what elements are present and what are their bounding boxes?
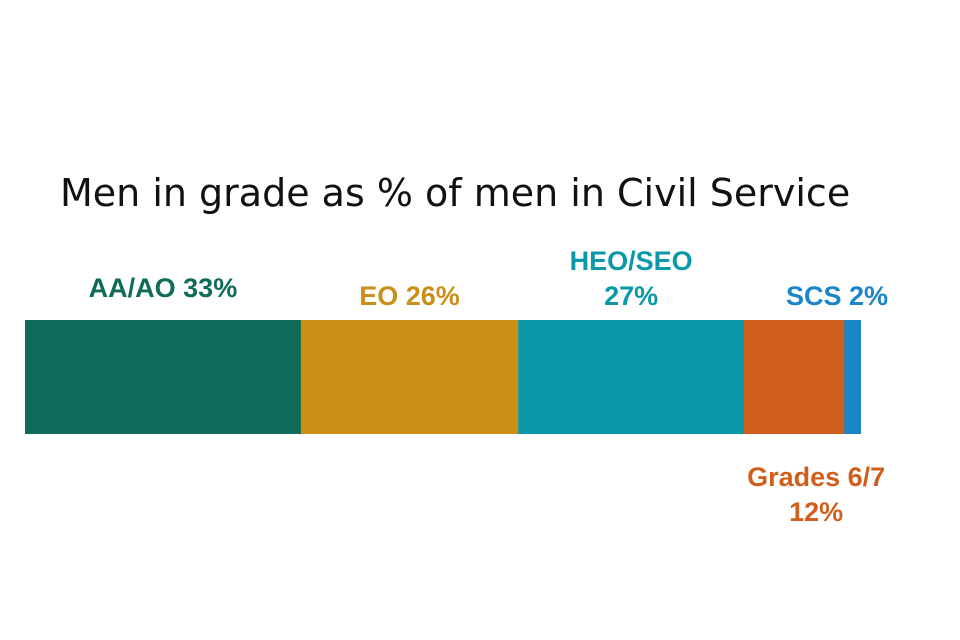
data-label-heo-seo-line-2: 27% bbox=[604, 281, 658, 311]
bar-segment-heo-seo bbox=[518, 320, 745, 434]
label-group: AA/AO 33% EO 26% HEO/SEO 27% Grades 6/7 12% SC… bbox=[89, 246, 888, 527]
data-label-eo: EO 26% bbox=[359, 281, 460, 311]
data-label-grades-6-7-line-2: 12% bbox=[789, 497, 843, 527]
data-label-aa-ao: AA/AO 33% bbox=[89, 273, 238, 303]
bar-group bbox=[25, 320, 861, 434]
data-label-scs: SCS 2% bbox=[786, 281, 888, 311]
bar-segment-eo bbox=[300, 320, 519, 434]
bar-segment-grades-6-7 bbox=[743, 320, 845, 434]
data-label-heo-seo-line-1: HEO/SEO bbox=[570, 246, 693, 276]
chart-title: Men in grade as % of men in Civil Servic… bbox=[60, 171, 850, 215]
bar-segment-scs bbox=[844, 320, 861, 434]
bar-segment-aa-ao bbox=[25, 320, 302, 434]
data-label-grades-6-7-line-1: Grades 6/7 bbox=[747, 462, 885, 492]
